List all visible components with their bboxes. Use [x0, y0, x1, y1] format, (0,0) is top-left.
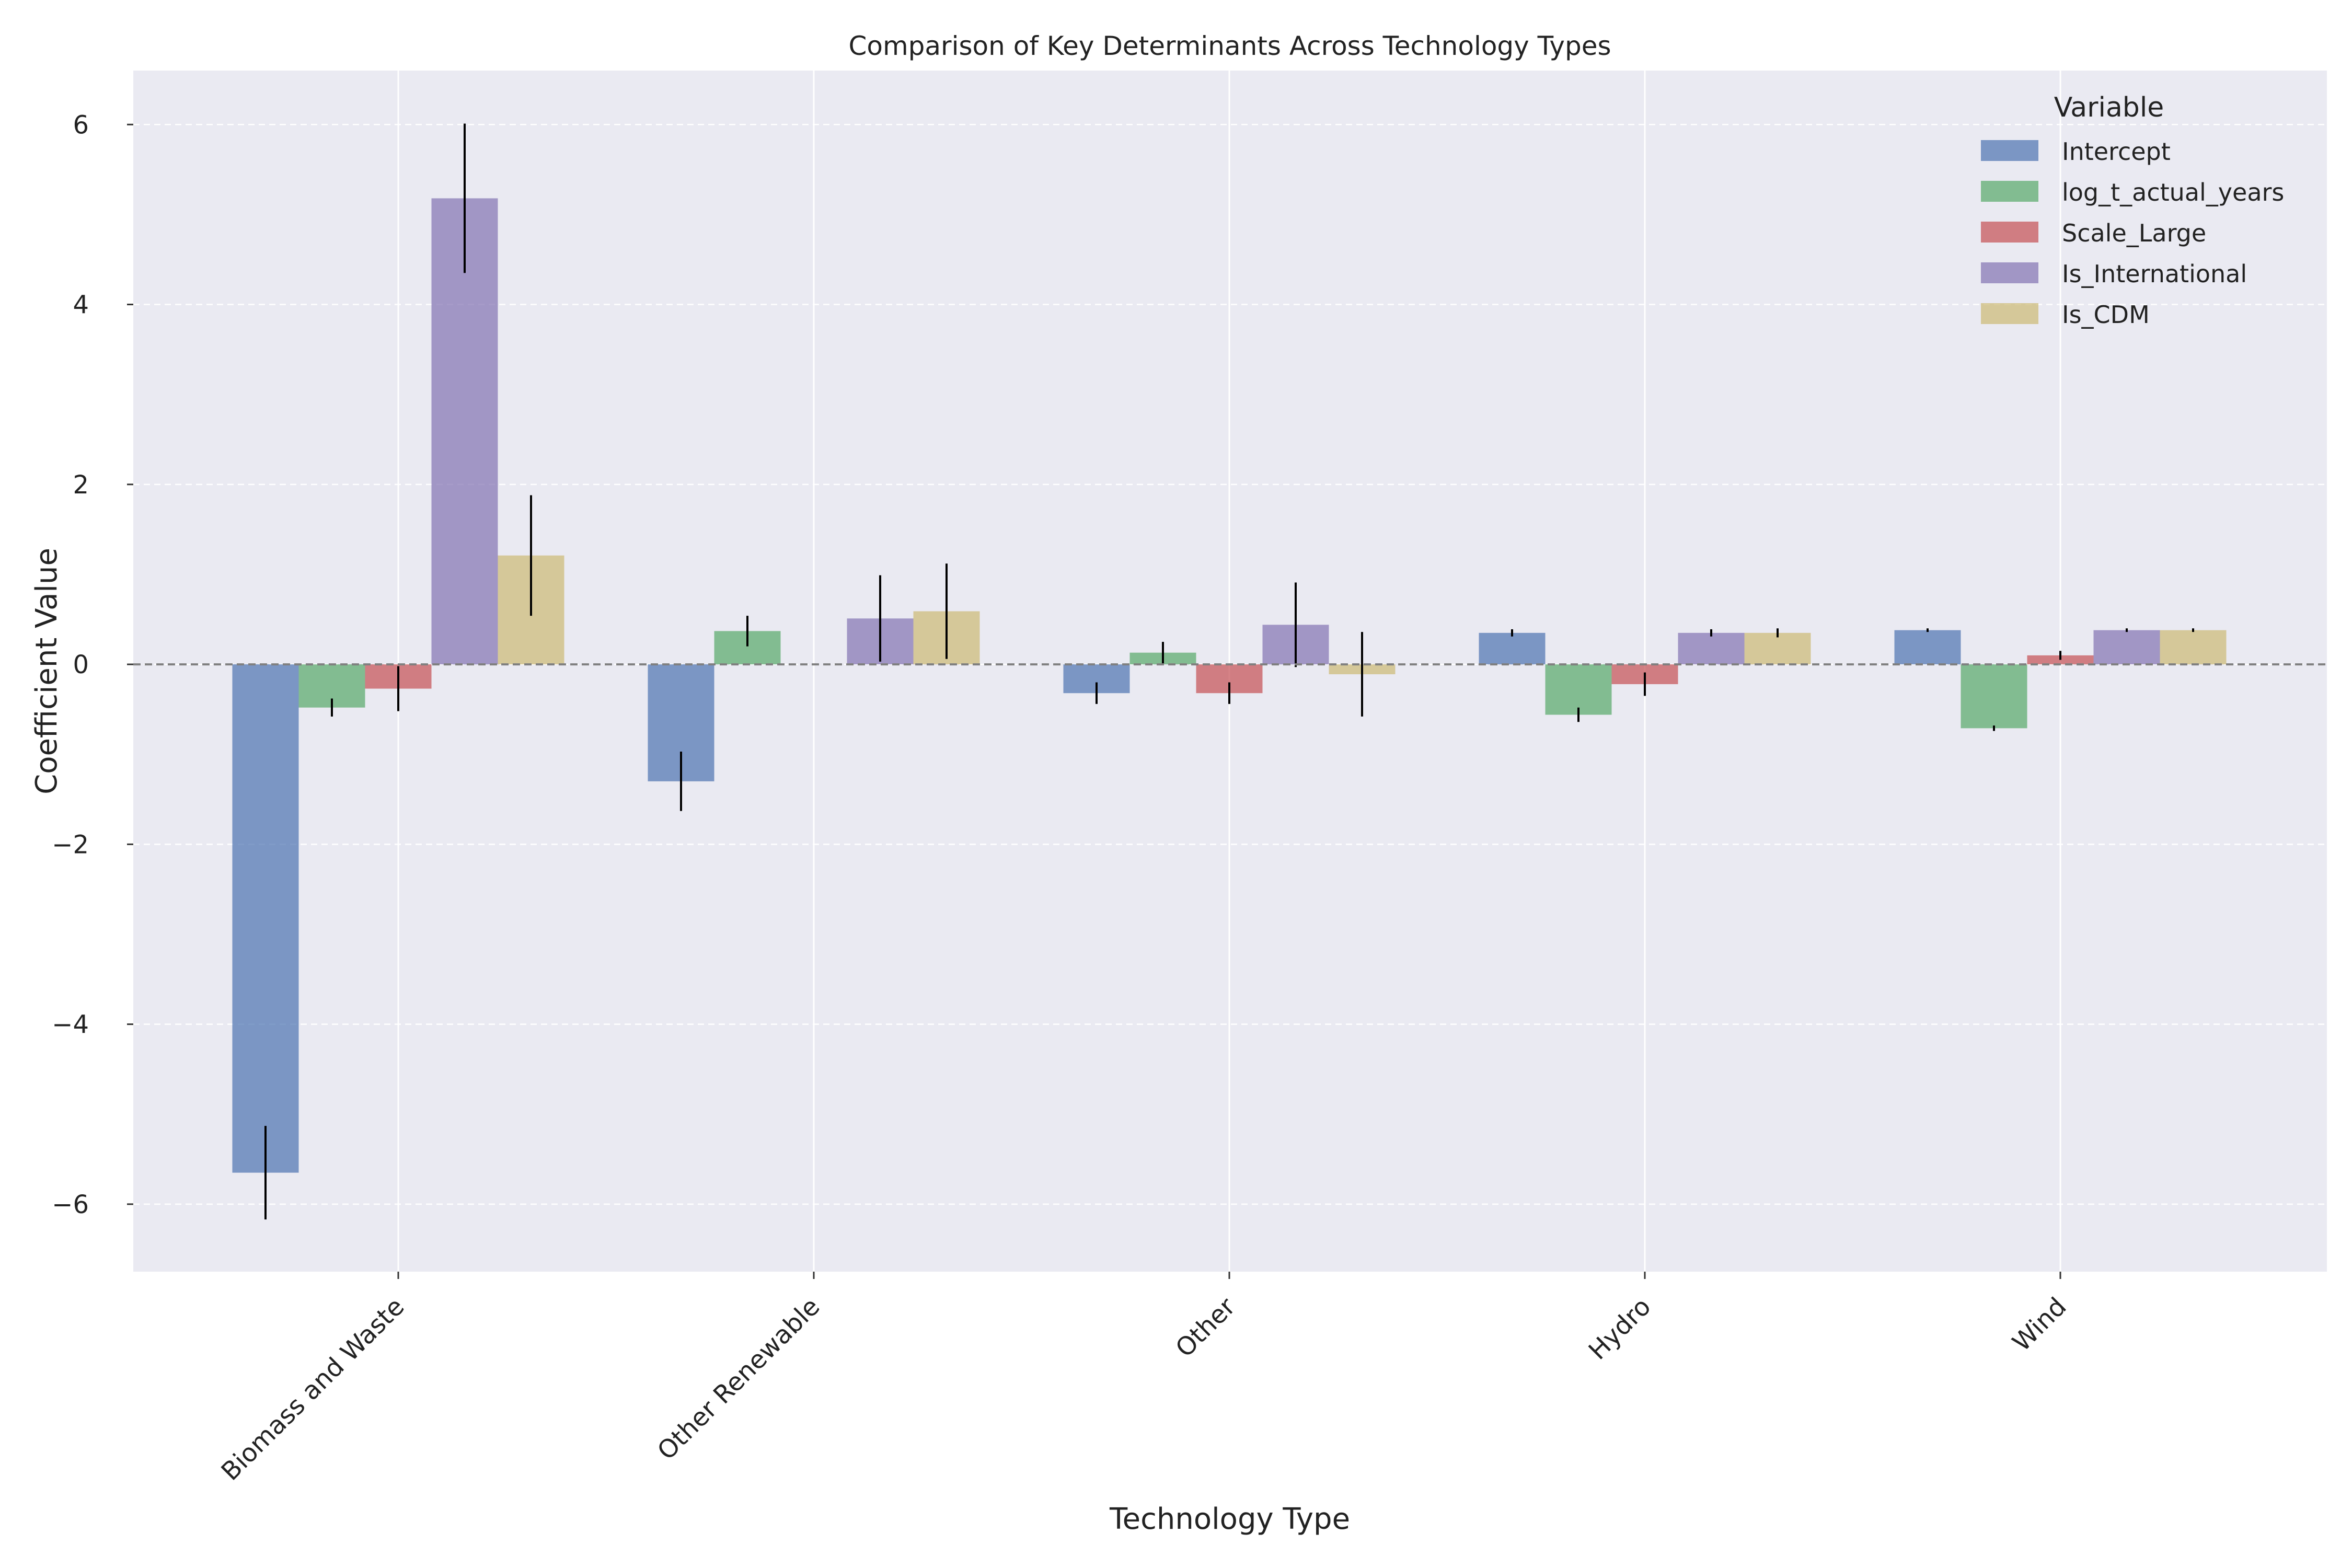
legend-swatch: [1981, 181, 2038, 202]
legend-label: Scale_Large: [2062, 219, 2206, 247]
bar-log_t_actual_years-hydro: [1545, 664, 1612, 715]
chart-title: Comparison of Key Determinants Across Te…: [848, 31, 1611, 61]
x-axis-label: Technology Type: [1109, 1502, 1350, 1536]
bar-log_t_actual_years-wind: [1961, 664, 2027, 729]
x-tick-label: Biomass and Waste: [216, 1292, 410, 1486]
legend-items: Intercept log_t_actual_years Scale_Large Is…: [1981, 137, 2284, 329]
bar-Is_CDM-hydro: [1744, 632, 1811, 665]
x-tick-label: Hydro: [1583, 1292, 1657, 1366]
y-tick-label: −4: [52, 1010, 89, 1040]
legend-label: Is_CDM: [2062, 301, 2150, 329]
legend-label: log_t_actual_years: [2062, 178, 2284, 206]
x-tick-label: Other: [1170, 1292, 1241, 1363]
legend-title: Variable: [2054, 92, 2164, 123]
bar-Intercept-biomass-and-waste: [232, 664, 299, 1173]
y-tick-label: 2: [73, 470, 89, 500]
x-tick-label: Wind: [2007, 1292, 2072, 1357]
legend-swatch: [1981, 140, 2038, 161]
legend: Variable Intercept log_t_actual_years Scal…: [1981, 92, 2284, 329]
bars: [232, 198, 2227, 1173]
y-tick-label: −2: [52, 830, 89, 859]
bar-Intercept-wind: [1894, 630, 1961, 665]
y-tick-label: 4: [73, 291, 89, 320]
legend-swatch: [1981, 222, 2038, 243]
bar-Is_International-hydro: [1678, 632, 1745, 665]
bar-Intercept-hydro: [1479, 632, 1546, 665]
y-axis-ticks: −6 −4 −2 0 2 4 6: [52, 110, 133, 1219]
bar-Is_International-wind: [2093, 630, 2160, 665]
legend-label: Is_International: [2062, 260, 2247, 288]
legend-label: Intercept: [2062, 137, 2171, 166]
x-tick-label: Other Renewable: [652, 1292, 826, 1466]
y-axis-label: Coefficient Value: [30, 548, 64, 794]
legend-swatch: [1981, 303, 2038, 324]
bar-Is_CDM-wind: [2160, 630, 2227, 665]
legend-swatch: [1981, 262, 2038, 283]
y-tick-label: 0: [73, 650, 89, 679]
y-tick-label: 6: [73, 110, 89, 140]
bar-Is_International-biomass-and-waste: [431, 198, 498, 665]
x-axis-ticks: Biomass and Waste Other Renewable Other Hyd…: [216, 1272, 2072, 1486]
error-bars: [264, 123, 2194, 1220]
y-tick-label: −6: [52, 1190, 89, 1219]
